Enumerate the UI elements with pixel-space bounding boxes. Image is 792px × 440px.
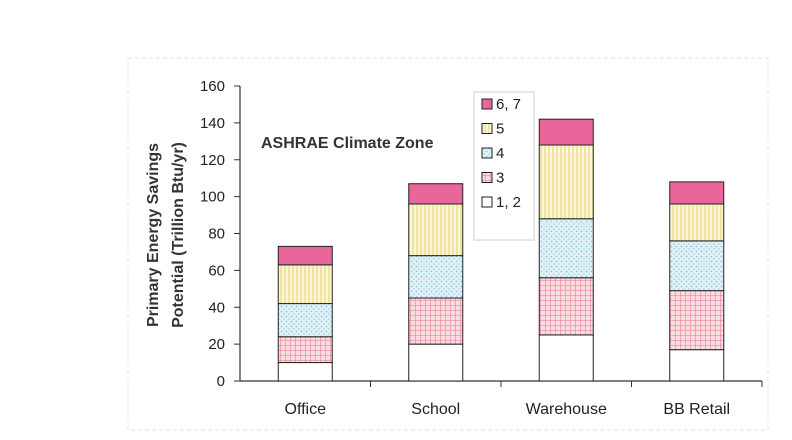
bar-segment bbox=[669, 240, 725, 292]
legend-swatch bbox=[481, 147, 493, 159]
chart-annotation: ASHRAE Climate Zone bbox=[261, 135, 434, 152]
bar-segment bbox=[277, 303, 333, 338]
y-tick-label: 20 bbox=[208, 336, 225, 353]
y-axis-label-line-1: Primary Energy Savings bbox=[145, 143, 162, 327]
bar-segment bbox=[538, 277, 594, 336]
y-tick-label: 80 bbox=[208, 226, 225, 243]
bar-segment bbox=[408, 183, 464, 205]
legend-box bbox=[473, 91, 535, 241]
bar-segment bbox=[538, 218, 594, 279]
plot-area-border bbox=[127, 57, 769, 431]
bar-segment bbox=[669, 203, 725, 242]
x-tick-label: Office bbox=[285, 401, 327, 418]
bar-segment bbox=[408, 203, 464, 257]
y-tick-label: 0 bbox=[217, 373, 225, 390]
bar-segment bbox=[538, 118, 594, 146]
y-tick-label: 40 bbox=[208, 299, 225, 316]
bar-segment bbox=[408, 343, 464, 382]
legend-swatch bbox=[481, 98, 493, 110]
legend: 6, 7 5 4 3 1, 2 bbox=[473, 91, 535, 241]
legend-swatch bbox=[481, 196, 493, 208]
y-tick-label: 140 bbox=[200, 115, 225, 132]
bar-segment bbox=[277, 336, 333, 364]
bar-segment bbox=[408, 297, 464, 345]
bar-segment bbox=[669, 290, 725, 351]
y-tick-label: 120 bbox=[200, 152, 225, 169]
bar-segment bbox=[277, 362, 333, 382]
y-tick-label: 60 bbox=[208, 262, 225, 279]
bar-segment bbox=[277, 264, 333, 305]
legend-swatch bbox=[481, 123, 493, 134]
y-tick-group: 0 20 40 60 80 100 120 140 160 bbox=[200, 78, 240, 390]
bar-segment bbox=[669, 181, 725, 205]
bar-group bbox=[277, 118, 725, 382]
bar-segment bbox=[277, 245, 333, 266]
legend-label: 5 bbox=[496, 121, 504, 138]
y-tick-label: 160 bbox=[200, 78, 225, 95]
x-tick-label: Warehouse bbox=[526, 401, 607, 418]
legend-label: 1, 2 bbox=[496, 194, 521, 211]
x-label-group: Office School Warehouse BB Retail bbox=[285, 381, 763, 418]
bar-segment bbox=[538, 144, 594, 220]
legend-swatch bbox=[481, 172, 493, 183]
legend-label: 4 bbox=[496, 145, 504, 162]
bar-segment bbox=[408, 255, 464, 299]
legend-label: 3 bbox=[496, 170, 504, 187]
y-tick-label: 100 bbox=[200, 189, 225, 206]
x-tick-label: BB Retail bbox=[663, 401, 730, 418]
legend-label: 6, 7 bbox=[496, 96, 521, 113]
bar-segment bbox=[538, 334, 594, 382]
y-axis-label-line-2: Potential (Trillion Btu/yr) bbox=[170, 142, 187, 328]
bar-segment bbox=[669, 349, 725, 382]
x-tick-label: School bbox=[411, 401, 460, 418]
